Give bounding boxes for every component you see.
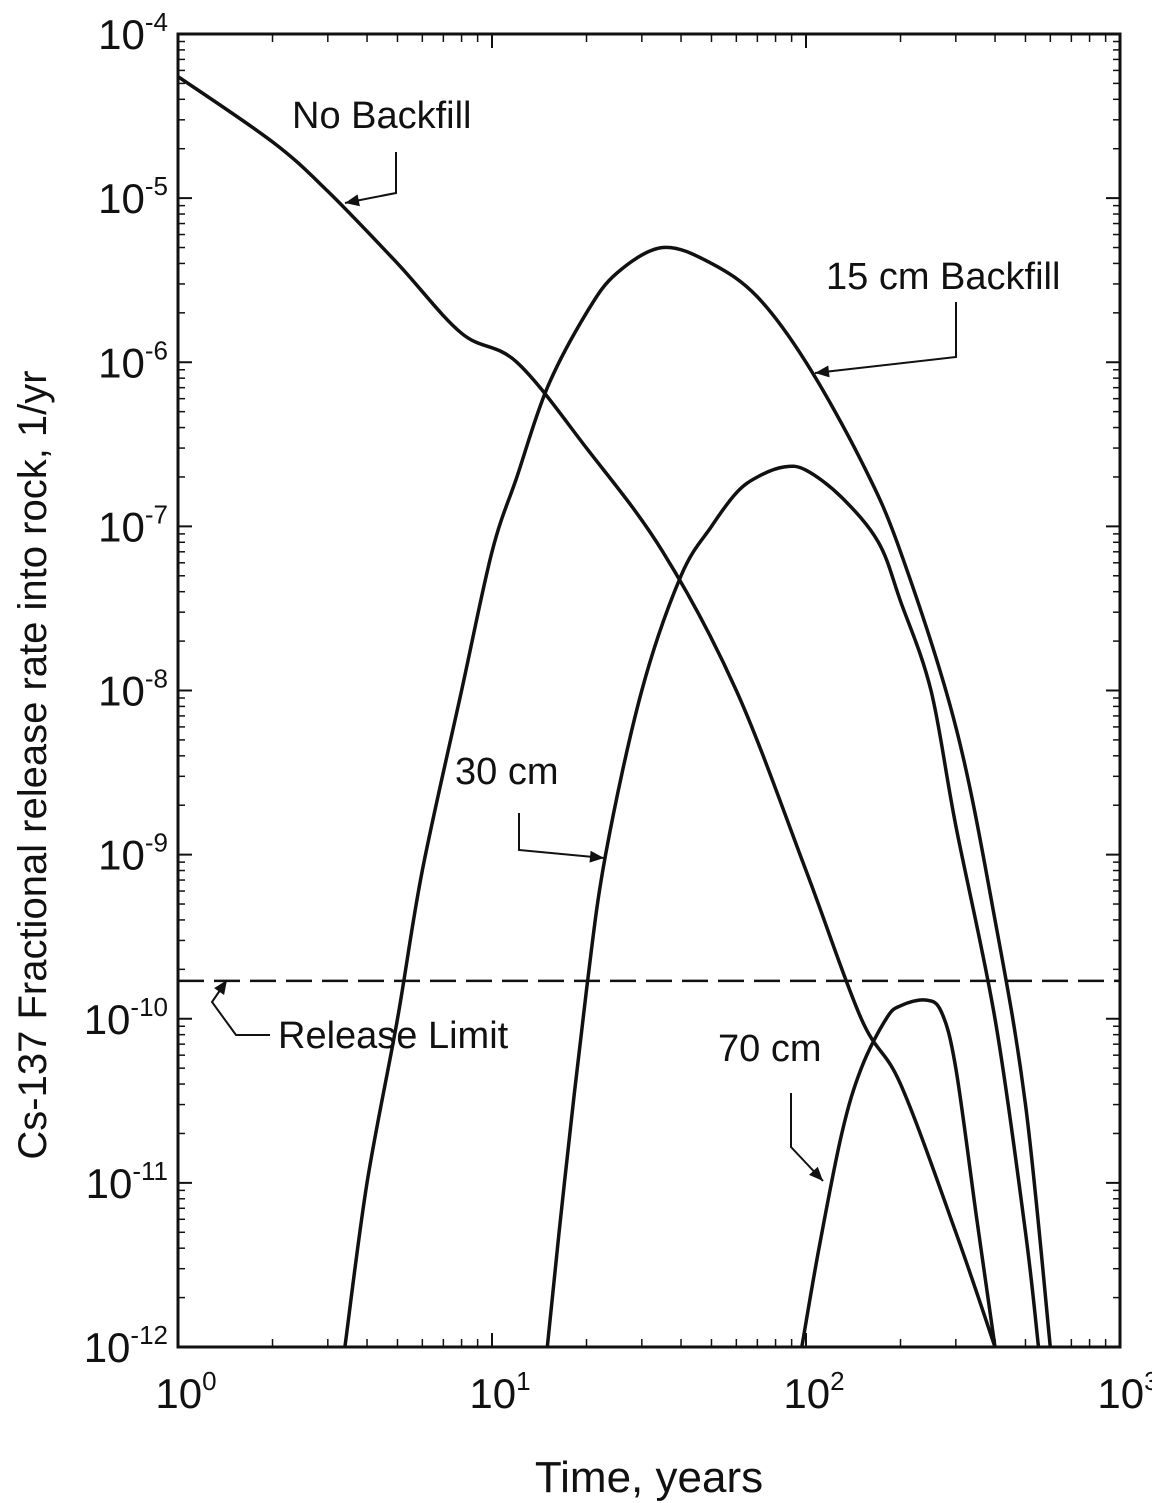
x-axis-label: Time, years bbox=[535, 1453, 763, 1502]
plot-border bbox=[176, 32, 1122, 1349]
axis-ticks bbox=[177, 33, 1121, 1348]
y-tick-label: 10-6 bbox=[98, 335, 168, 386]
annotation-70cm: 70 cm bbox=[718, 1028, 821, 1070]
leader-30cm-head bbox=[589, 850, 604, 863]
tick-labels: 10-410-510-610-710-810-910-1010-1110-121… bbox=[84, 7, 1152, 1417]
y-axis-label: Cs-137 Fractional release rate into rock… bbox=[11, 370, 55, 1159]
leader-release-limit-head bbox=[214, 980, 227, 995]
y-tick-label: 10-10 bbox=[84, 992, 168, 1043]
y-tick-label: 10-12 bbox=[84, 1320, 168, 1371]
x-tick-label: 101 bbox=[469, 1366, 530, 1417]
annotation-30cm: 30 cm bbox=[455, 751, 558, 793]
y-tick-label: 10-5 bbox=[98, 171, 168, 222]
leader-no-backfill-head bbox=[345, 194, 360, 207]
leader-30cm bbox=[518, 813, 605, 859]
annotation-release-limit: Release Limit bbox=[278, 1015, 509, 1057]
x-tick-label: 100 bbox=[155, 1366, 216, 1417]
x-tick-label: 103 bbox=[1097, 1366, 1152, 1417]
plot-frame bbox=[176, 32, 1122, 1349]
leader-70cm-head bbox=[809, 1166, 823, 1181]
series-line-30cm bbox=[545, 464, 1041, 1347]
leader-no-backfill bbox=[344, 152, 397, 204]
y-tick-label: 10-7 bbox=[98, 499, 168, 550]
y-tick-label: 10-4 bbox=[98, 7, 168, 58]
leader-15cm-backfill bbox=[814, 302, 957, 374]
series-line-70cm bbox=[800, 998, 997, 1347]
y-tick-label: 10-9 bbox=[98, 828, 168, 879]
leader-70cm bbox=[790, 1093, 824, 1182]
x-tick-label: 102 bbox=[783, 1366, 844, 1417]
annotation-no-backfill: No Backfill bbox=[292, 95, 472, 137]
annotations: No Backfill 15 cm Backfill 30 cm 70 cm Relea… bbox=[210, 95, 1060, 1182]
leader-15cm-backfill-head bbox=[815, 365, 830, 378]
y-tick-label: 10-8 bbox=[98, 664, 168, 715]
series-lines bbox=[178, 75, 1120, 1347]
series-line-no-backfill bbox=[178, 75, 997, 1347]
series-line-15cm bbox=[343, 245, 1053, 1347]
annotation-15cm-backfill: 15 cm Backfill bbox=[826, 256, 1060, 298]
y-tick-label: 10-11 bbox=[86, 1156, 168, 1207]
